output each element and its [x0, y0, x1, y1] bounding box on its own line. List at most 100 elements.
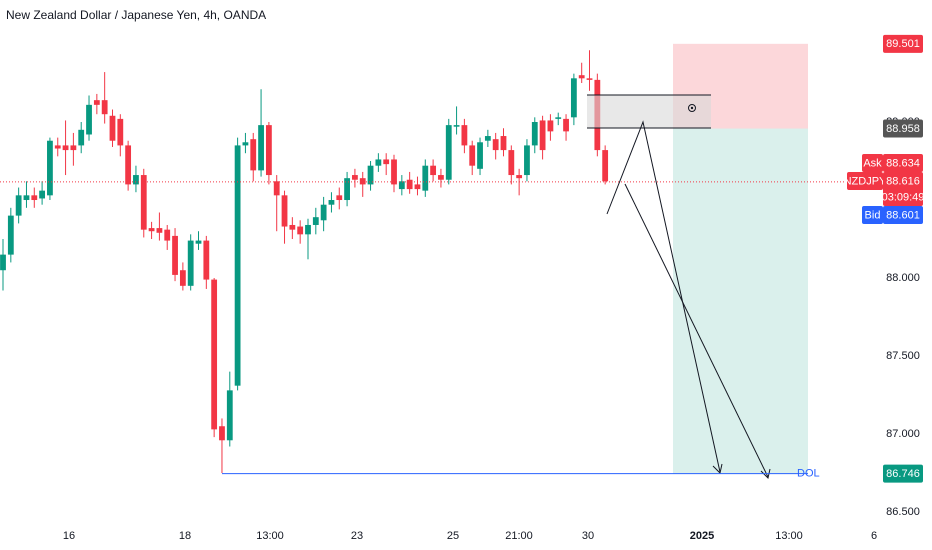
candle-body: [555, 117, 562, 119]
candle-body: [430, 165, 437, 176]
countdown: 03:09:49: [882, 191, 925, 203]
candle-body: [219, 426, 225, 441]
position-zones: [673, 43, 808, 474]
candle-body: [305, 224, 311, 235]
candle-body: [15, 195, 22, 216]
candle-body: [195, 240, 202, 244]
candle-body: [125, 145, 132, 185]
arrow-path: [606, 120, 721, 473]
candle-body: [265, 125, 272, 176]
candle-body: [250, 139, 257, 171]
ask-name: Ask: [863, 157, 882, 169]
candle-body: [70, 145, 77, 151]
entry-label-box: [883, 119, 923, 138]
x-tick-label: 2025: [690, 530, 714, 542]
zone-icon: [688, 104, 696, 112]
candle-body: [258, 125, 264, 171]
target-label: 86.746: [886, 468, 920, 480]
candle-body: [78, 129, 85, 146]
x-tick-label: 13:00: [256, 530, 284, 542]
x-tick-label: 23: [351, 530, 363, 542]
symbol-label-box: [847, 172, 883, 190]
y-tick-label: 88.000: [886, 272, 920, 284]
candle-body: [539, 120, 546, 151]
bid-name: Bid: [865, 209, 881, 221]
candle-body: [375, 159, 382, 166]
bid-name-box: [862, 206, 883, 224]
arrow-head: [712, 463, 723, 474]
candle-body: [328, 200, 335, 205]
candle-body: [133, 175, 139, 185]
candle-body: [477, 142, 483, 169]
candle-body: [234, 145, 241, 386]
x-tick-label: 6: [871, 530, 877, 542]
bid-value-box: [883, 206, 923, 224]
candle-body: [547, 120, 554, 132]
candle-body: [187, 240, 194, 286]
candle-body: [226, 390, 233, 441]
candle-body: [117, 118, 124, 146]
candle-body: [93, 100, 100, 105]
candle-body: [7, 215, 14, 255]
last-price-value: 88.616: [886, 175, 920, 187]
candle-body: [359, 178, 366, 185]
entry-label: 88.958: [886, 123, 920, 135]
candle-body: [297, 226, 304, 235]
candle-body: [140, 175, 147, 230]
candle-body: [320, 204, 327, 221]
candle-body: [273, 181, 280, 196]
candle-body: [453, 125, 460, 127]
arrow-path: [624, 183, 769, 478]
candle-body: [289, 224, 296, 230]
candle-body: [172, 235, 178, 275]
candle-body: [422, 165, 429, 191]
candles: [0, 50, 609, 474]
candle-body: [406, 179, 413, 190]
y-tick-label: 87.000: [886, 428, 920, 440]
x-tick-label: 13:00: [775, 530, 803, 542]
candle-body: [445, 125, 452, 180]
candle-body: [156, 228, 163, 233]
candle-body: [367, 165, 374, 185]
last-price-box: [883, 172, 923, 206]
candle-body: [203, 240, 210, 280]
x-tick-label: 21:00: [505, 530, 533, 542]
ask-value: 88.634: [886, 157, 920, 169]
candle-body: [344, 178, 350, 201]
candle-body: [531, 122, 538, 146]
x-tick-label: 16: [63, 530, 75, 542]
symbol-label: NZDJPY: [844, 175, 887, 187]
candle-body: [312, 217, 319, 225]
x-tick-label: 18: [179, 530, 191, 542]
chart-title: New Zealand Dollar / Japanese Yen, 4h, O…: [6, 8, 266, 22]
candle-body: [148, 228, 155, 232]
stop-label: 89.501: [886, 38, 920, 50]
candle-body: [211, 279, 218, 430]
candle-body: [508, 150, 515, 176]
candle-body: [414, 184, 421, 190]
candle-body: [54, 145, 61, 149]
candle-body: [336, 195, 343, 201]
candle-body: [492, 139, 499, 151]
candle-body: [281, 195, 288, 227]
candle-body: [391, 159, 397, 185]
y-tick-label: 87.500: [886, 350, 920, 362]
target-label-box: [883, 464, 923, 483]
target-zone: [673, 128, 808, 474]
overlay: 86.50087.00087.50088.00089.000161813:002…: [0, 34, 925, 542]
candle-body: [563, 118, 569, 132]
candle-body: [179, 270, 186, 286]
candle-body: [578, 75, 585, 79]
candle-body: [570, 78, 577, 118]
candle-body: [524, 145, 530, 176]
candle-body: [86, 104, 92, 135]
candle-body: [0, 254, 6, 271]
candle-body: [101, 100, 108, 115]
candle-body: [461, 125, 468, 146]
candle-body: [602, 150, 609, 182]
candle-body: [438, 175, 444, 180]
candle-body: [586, 78, 593, 80]
x-tick-label: 25: [447, 530, 459, 542]
